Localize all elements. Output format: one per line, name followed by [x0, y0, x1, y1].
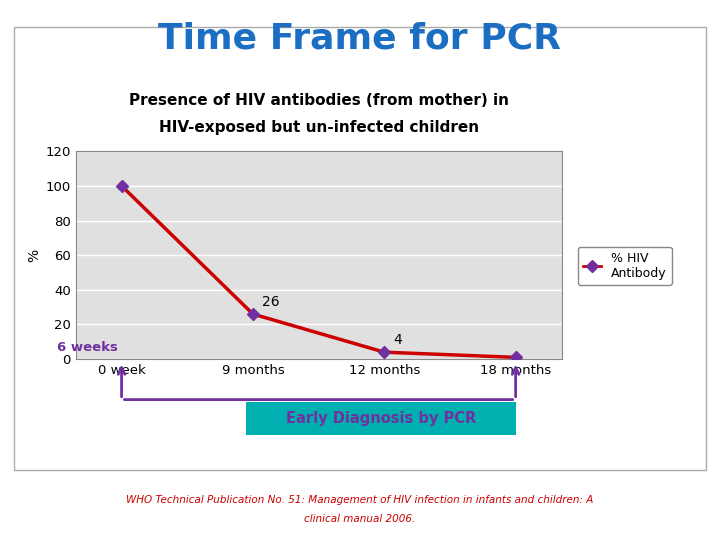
Y-axis label: %: % [27, 248, 41, 262]
Text: Time Frame for PCR: Time Frame for PCR [158, 22, 562, 56]
Text: 6 weeks: 6 weeks [57, 341, 118, 354]
Legend: % HIV
Antibody: % HIV Antibody [577, 247, 672, 285]
Text: Early Diagnosis by PCR: Early Diagnosis by PCR [286, 411, 476, 426]
Text: 26: 26 [262, 295, 280, 309]
Text: HIV-exposed but un-infected children: HIV-exposed but un-infected children [158, 120, 479, 135]
Text: 4: 4 [393, 333, 402, 347]
Text: clinical manual 2006.: clinical manual 2006. [305, 514, 415, 524]
Text: WHO Technical Publication No. 51: Management of HIV infection in infants and chi: WHO Technical Publication No. 51: Manage… [126, 495, 594, 505]
Text: Presence of HIV antibodies (from mother) in: Presence of HIV antibodies (from mother)… [129, 93, 508, 108]
